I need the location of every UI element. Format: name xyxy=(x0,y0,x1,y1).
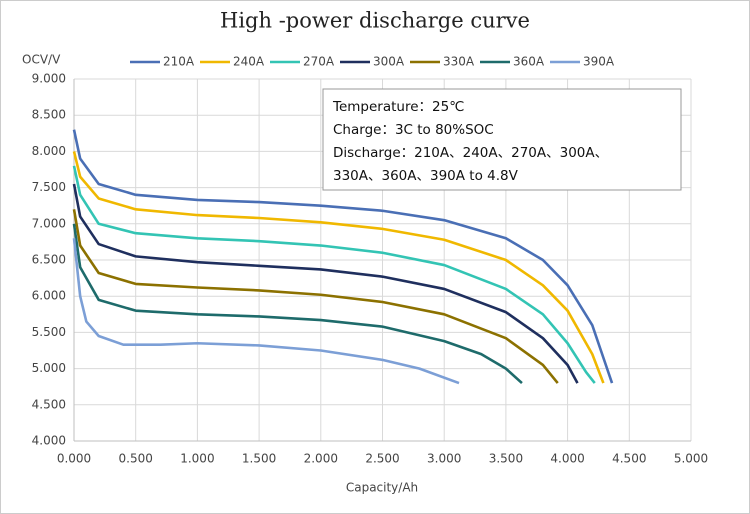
series-line xyxy=(72,183,579,384)
annotation-box xyxy=(322,88,682,191)
x-tick-label: 3.000 xyxy=(427,452,461,466)
y-axis-label: OCV/V xyxy=(22,53,61,67)
x-tick-label: 2.000 xyxy=(304,452,338,466)
x-tick-label: 5.000 xyxy=(674,452,708,466)
y-tick-label: 7.500 xyxy=(32,180,66,194)
series-line xyxy=(72,238,460,385)
y-tick-label: 5.500 xyxy=(32,325,66,339)
x-tick-label: 1.000 xyxy=(180,452,214,466)
legend-label: 210A xyxy=(163,55,195,69)
annotation-text: 330A、360A、390A to 4.8V xyxy=(333,168,519,184)
series-line xyxy=(72,223,523,385)
x-tick-label: 3.500 xyxy=(489,452,523,466)
y-tick-label: 4.500 xyxy=(32,397,66,411)
series-line xyxy=(72,129,614,384)
legend-label: 330A xyxy=(443,55,475,69)
series-line xyxy=(72,209,559,384)
y-tick-label: 6.000 xyxy=(32,289,66,303)
y-tick-label: 4.000 xyxy=(32,434,66,448)
legend-label: 360A xyxy=(513,55,545,69)
x-tick-label: 1.500 xyxy=(242,452,276,466)
series-line xyxy=(72,165,596,384)
y-tick-label: 5.000 xyxy=(32,361,66,375)
chart-title: High -power discharge curve xyxy=(220,9,530,33)
y-tick-label: 8.500 xyxy=(32,108,66,122)
x-tick-label: 0.000 xyxy=(57,452,91,466)
annotation-text: Charge：3C to 80%SOC xyxy=(333,122,494,138)
x-tick-label: 2.500 xyxy=(365,452,399,466)
legend-label: 390A xyxy=(583,55,615,69)
legend-label: 240A xyxy=(233,55,265,69)
legend-label: 270A xyxy=(303,55,335,69)
annotation-text: Temperature：25℃ xyxy=(332,99,464,115)
x-tick-label: 4.500 xyxy=(612,452,646,466)
x-tick-label: 4.000 xyxy=(550,452,584,466)
y-tick-label: 6.500 xyxy=(32,253,66,267)
y-tick-label: 8.000 xyxy=(32,144,66,158)
y-tick-label: 7.000 xyxy=(32,216,66,230)
y-tick-label: 9.000 xyxy=(32,72,66,86)
series-line xyxy=(72,151,605,384)
x-axis-label: Capacity/Ah xyxy=(346,481,418,495)
legend-label: 300A xyxy=(373,55,405,69)
annotation-text: Discharge：210A、240A、270A、300A、 xyxy=(333,145,608,161)
x-tick-label: 0.500 xyxy=(119,452,153,466)
